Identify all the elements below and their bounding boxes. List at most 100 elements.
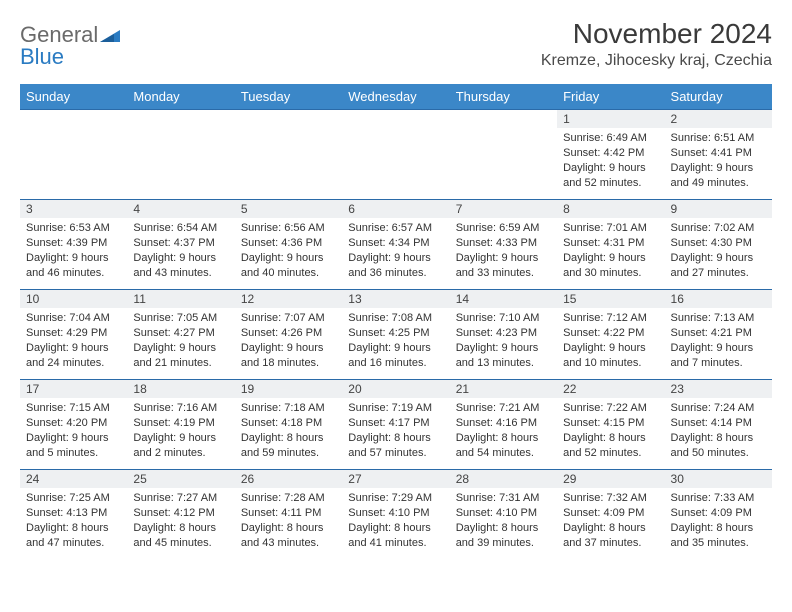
weekday-header: Saturday xyxy=(665,84,772,110)
day-number: 2 xyxy=(665,110,772,128)
day-details: Sunrise: 7:21 AMSunset: 4:16 PMDaylight:… xyxy=(450,398,557,466)
calendar-day-cell: 23Sunrise: 7:24 AMSunset: 4:14 PMDayligh… xyxy=(665,380,772,470)
day-number: 13 xyxy=(342,290,449,308)
day-number: 21 xyxy=(450,380,557,398)
day-number: 6 xyxy=(342,200,449,218)
day-details: Sunrise: 7:33 AMSunset: 4:09 PMDaylight:… xyxy=(665,488,772,556)
logo-word2: Blue xyxy=(20,44,64,69)
calendar-day-cell: 25Sunrise: 7:27 AMSunset: 4:12 PMDayligh… xyxy=(127,470,234,560)
day-details: Sunrise: 6:51 AMSunset: 4:41 PMDaylight:… xyxy=(665,128,772,196)
calendar-day-cell: 27Sunrise: 7:29 AMSunset: 4:10 PMDayligh… xyxy=(342,470,449,560)
calendar-day-cell: 24Sunrise: 7:25 AMSunset: 4:13 PMDayligh… xyxy=(20,470,127,560)
logo: General Blue xyxy=(20,18,120,68)
header: General Blue November 2024 Kremze, Jihoc… xyxy=(20,18,772,70)
day-details: Sunrise: 7:27 AMSunset: 4:12 PMDaylight:… xyxy=(127,488,234,556)
day-number: 12 xyxy=(235,290,342,308)
calendar-day-cell xyxy=(20,110,127,200)
day-number: 28 xyxy=(450,470,557,488)
calendar-day-cell: 16Sunrise: 7:13 AMSunset: 4:21 PMDayligh… xyxy=(665,290,772,380)
calendar-day-cell: 29Sunrise: 7:32 AMSunset: 4:09 PMDayligh… xyxy=(557,470,664,560)
day-number: 9 xyxy=(665,200,772,218)
day-number: 7 xyxy=(450,200,557,218)
day-number: 8 xyxy=(557,200,664,218)
calendar-day-cell: 14Sunrise: 7:10 AMSunset: 4:23 PMDayligh… xyxy=(450,290,557,380)
day-number: 10 xyxy=(20,290,127,308)
calendar-day-cell: 2Sunrise: 6:51 AMSunset: 4:41 PMDaylight… xyxy=(665,110,772,200)
day-details: Sunrise: 7:07 AMSunset: 4:26 PMDaylight:… xyxy=(235,308,342,376)
day-details: Sunrise: 7:18 AMSunset: 4:18 PMDaylight:… xyxy=(235,398,342,466)
calendar-day-cell: 12Sunrise: 7:07 AMSunset: 4:26 PMDayligh… xyxy=(235,290,342,380)
day-number: 29 xyxy=(557,470,664,488)
day-details: Sunrise: 7:28 AMSunset: 4:11 PMDaylight:… xyxy=(235,488,342,556)
location: Kremze, Jihocesky kraj, Czechia xyxy=(541,52,772,70)
day-details: Sunrise: 7:12 AMSunset: 4:22 PMDaylight:… xyxy=(557,308,664,376)
day-details: Sunrise: 7:08 AMSunset: 4:25 PMDaylight:… xyxy=(342,308,449,376)
calendar-week-row: 3Sunrise: 6:53 AMSunset: 4:39 PMDaylight… xyxy=(20,200,772,290)
day-details: Sunrise: 6:54 AMSunset: 4:37 PMDaylight:… xyxy=(127,218,234,286)
day-number: 30 xyxy=(665,470,772,488)
logo-triangle-icon xyxy=(100,26,120,45)
calendar-day-cell: 9Sunrise: 7:02 AMSunset: 4:30 PMDaylight… xyxy=(665,200,772,290)
day-number: 19 xyxy=(235,380,342,398)
day-details: Sunrise: 7:16 AMSunset: 4:19 PMDaylight:… xyxy=(127,398,234,466)
calendar-day-cell: 3Sunrise: 6:53 AMSunset: 4:39 PMDaylight… xyxy=(20,200,127,290)
calendar-day-cell: 5Sunrise: 6:56 AMSunset: 4:36 PMDaylight… xyxy=(235,200,342,290)
day-details: Sunrise: 7:19 AMSunset: 4:17 PMDaylight:… xyxy=(342,398,449,466)
calendar-day-cell: 1Sunrise: 6:49 AMSunset: 4:42 PMDaylight… xyxy=(557,110,664,200)
day-details: Sunrise: 6:53 AMSunset: 4:39 PMDaylight:… xyxy=(20,218,127,286)
day-number: 17 xyxy=(20,380,127,398)
weekday-header-row: Sunday Monday Tuesday Wednesday Thursday… xyxy=(20,84,772,110)
calendar-day-cell: 4Sunrise: 6:54 AMSunset: 4:37 PMDaylight… xyxy=(127,200,234,290)
calendar-week-row: 10Sunrise: 7:04 AMSunset: 4:29 PMDayligh… xyxy=(20,290,772,380)
calendar-day-cell: 7Sunrise: 6:59 AMSunset: 4:33 PMDaylight… xyxy=(450,200,557,290)
weekday-header: Tuesday xyxy=(235,84,342,110)
day-number: 1 xyxy=(557,110,664,128)
day-details: Sunrise: 7:05 AMSunset: 4:27 PMDaylight:… xyxy=(127,308,234,376)
calendar-day-cell: 21Sunrise: 7:21 AMSunset: 4:16 PMDayligh… xyxy=(450,380,557,470)
day-details: Sunrise: 7:24 AMSunset: 4:14 PMDaylight:… xyxy=(665,398,772,466)
day-number: 4 xyxy=(127,200,234,218)
day-details: Sunrise: 6:49 AMSunset: 4:42 PMDaylight:… xyxy=(557,128,664,196)
day-number: 5 xyxy=(235,200,342,218)
day-details: Sunrise: 7:13 AMSunset: 4:21 PMDaylight:… xyxy=(665,308,772,376)
day-number: 15 xyxy=(557,290,664,308)
calendar-day-cell xyxy=(342,110,449,200)
weekday-header: Thursday xyxy=(450,84,557,110)
day-details: Sunrise: 6:59 AMSunset: 4:33 PMDaylight:… xyxy=(450,218,557,286)
calendar-day-cell xyxy=(235,110,342,200)
day-number: 3 xyxy=(20,200,127,218)
calendar-day-cell: 6Sunrise: 6:57 AMSunset: 4:34 PMDaylight… xyxy=(342,200,449,290)
calendar-day-cell: 22Sunrise: 7:22 AMSunset: 4:15 PMDayligh… xyxy=(557,380,664,470)
day-number: 20 xyxy=(342,380,449,398)
day-details: Sunrise: 7:02 AMSunset: 4:30 PMDaylight:… xyxy=(665,218,772,286)
day-details: Sunrise: 6:56 AMSunset: 4:36 PMDaylight:… xyxy=(235,218,342,286)
calendar-day-cell: 11Sunrise: 7:05 AMSunset: 4:27 PMDayligh… xyxy=(127,290,234,380)
day-number: 27 xyxy=(342,470,449,488)
day-number: 14 xyxy=(450,290,557,308)
day-details: Sunrise: 7:10 AMSunset: 4:23 PMDaylight:… xyxy=(450,308,557,376)
day-details: Sunrise: 7:22 AMSunset: 4:15 PMDaylight:… xyxy=(557,398,664,466)
weekday-header: Friday xyxy=(557,84,664,110)
calendar-day-cell: 30Sunrise: 7:33 AMSunset: 4:09 PMDayligh… xyxy=(665,470,772,560)
calendar-week-row: 24Sunrise: 7:25 AMSunset: 4:13 PMDayligh… xyxy=(20,470,772,560)
calendar-week-row: 1Sunrise: 6:49 AMSunset: 4:42 PMDaylight… xyxy=(20,110,772,200)
day-number: 23 xyxy=(665,380,772,398)
day-details: Sunrise: 7:04 AMSunset: 4:29 PMDaylight:… xyxy=(20,308,127,376)
day-details: Sunrise: 7:32 AMSunset: 4:09 PMDaylight:… xyxy=(557,488,664,556)
day-number: 22 xyxy=(557,380,664,398)
day-details: Sunrise: 7:29 AMSunset: 4:10 PMDaylight:… xyxy=(342,488,449,556)
calendar-table: Sunday Monday Tuesday Wednesday Thursday… xyxy=(20,84,772,560)
calendar-day-cell: 26Sunrise: 7:28 AMSunset: 4:11 PMDayligh… xyxy=(235,470,342,560)
calendar-day-cell: 20Sunrise: 7:19 AMSunset: 4:17 PMDayligh… xyxy=(342,380,449,470)
calendar-day-cell xyxy=(127,110,234,200)
calendar-week-row: 17Sunrise: 7:15 AMSunset: 4:20 PMDayligh… xyxy=(20,380,772,470)
calendar-day-cell: 15Sunrise: 7:12 AMSunset: 4:22 PMDayligh… xyxy=(557,290,664,380)
day-details: Sunrise: 7:01 AMSunset: 4:31 PMDaylight:… xyxy=(557,218,664,286)
day-number: 18 xyxy=(127,380,234,398)
day-number: 11 xyxy=(127,290,234,308)
calendar-day-cell: 19Sunrise: 7:18 AMSunset: 4:18 PMDayligh… xyxy=(235,380,342,470)
calendar-day-cell: 28Sunrise: 7:31 AMSunset: 4:10 PMDayligh… xyxy=(450,470,557,560)
calendar-day-cell: 8Sunrise: 7:01 AMSunset: 4:31 PMDaylight… xyxy=(557,200,664,290)
day-number: 24 xyxy=(20,470,127,488)
day-details: Sunrise: 7:31 AMSunset: 4:10 PMDaylight:… xyxy=(450,488,557,556)
